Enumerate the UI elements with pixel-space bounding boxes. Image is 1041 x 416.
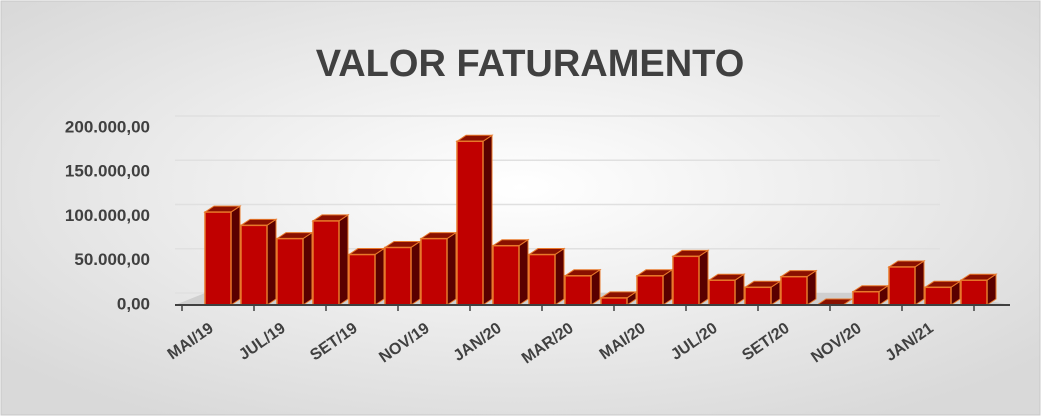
y-tick-label: 150.000,00 [65, 162, 150, 181]
bar [419, 231, 458, 306]
bar [923, 280, 962, 306]
bar [527, 247, 566, 306]
bar [455, 134, 494, 306]
bar [707, 273, 746, 306]
y-tick-label: 50.000,00 [74, 250, 150, 269]
bar [563, 268, 602, 306]
bar [275, 231, 314, 306]
bar [311, 213, 350, 306]
bar [851, 284, 890, 306]
bar [203, 205, 242, 306]
y-tick-label: 200.000,00 [65, 117, 150, 136]
bar [743, 280, 782, 306]
bar [779, 269, 818, 306]
bar [635, 268, 674, 306]
bar [599, 290, 638, 306]
bar [491, 238, 530, 306]
y-tick-label: 100.000,00 [65, 206, 150, 225]
chart-title: VALOR FATURAMENTO [316, 43, 745, 85]
bar [383, 240, 422, 306]
bar [671, 249, 710, 306]
bar [347, 247, 386, 306]
bar [239, 218, 278, 306]
y-tick-label: 0,00 [117, 294, 150, 313]
bar [887, 260, 926, 306]
bar [959, 273, 998, 306]
